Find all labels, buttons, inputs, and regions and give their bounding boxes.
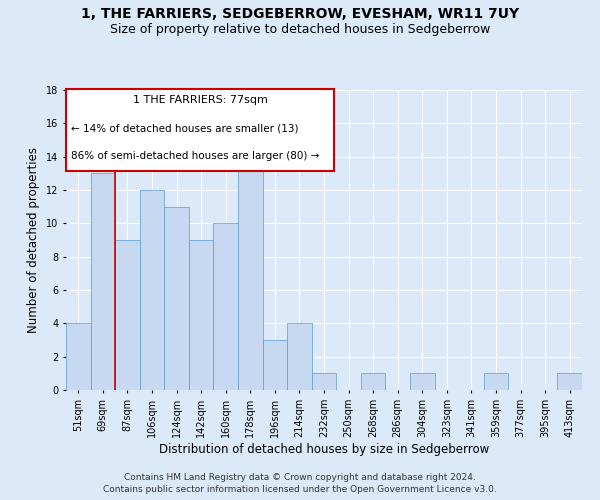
Bar (140, 190, 164, 390)
Bar (214, 224, 238, 390)
Text: 1, THE FARRIERS, SEDGEBERROW, EVESHAM, WR11 7UY: 1, THE FARRIERS, SEDGEBERROW, EVESHAM, W… (81, 8, 519, 22)
Bar (361, 374, 385, 390)
Bar (287, 324, 312, 390)
Bar (312, 374, 336, 390)
Text: 86% of semi-detached houses are larger (80) →: 86% of semi-detached houses are larger (… (71, 151, 320, 161)
Bar (91, 174, 115, 390)
Text: 1 THE FARRIERS: 77sqm: 1 THE FARRIERS: 77sqm (133, 94, 268, 104)
Text: Contains public sector information licensed under the Open Government Licence v3: Contains public sector information licen… (103, 485, 497, 494)
Text: Contains HM Land Registry data © Crown copyright and database right 2024.: Contains HM Land Registry data © Crown c… (124, 472, 476, 482)
Text: Distribution of detached houses by size in Sedgeberrow: Distribution of detached houses by size … (159, 442, 489, 456)
Bar (115, 240, 140, 390)
Bar (238, 156, 263, 390)
Bar (557, 374, 582, 390)
Bar (410, 374, 434, 390)
Bar (263, 340, 287, 390)
FancyBboxPatch shape (66, 88, 334, 171)
Bar (189, 240, 214, 390)
Text: Size of property relative to detached houses in Sedgeberrow: Size of property relative to detached ho… (110, 22, 490, 36)
Text: ← 14% of detached houses are smaller (13): ← 14% of detached houses are smaller (13… (71, 123, 299, 133)
Bar (66, 324, 91, 390)
Bar (164, 206, 189, 390)
Bar (484, 374, 508, 390)
Y-axis label: Number of detached properties: Number of detached properties (28, 147, 40, 333)
